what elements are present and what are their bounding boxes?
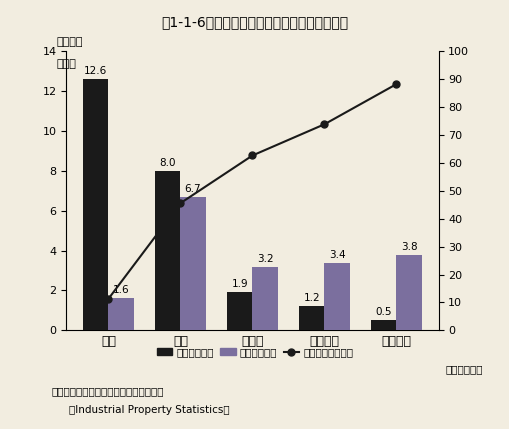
Bar [155,171,180,330]
Text: 8.0: 8.0 [159,158,176,168]
Text: （万）: （万） [56,59,76,69]
Text: 「Industrial Property Statistics」: 「Industrial Property Statistics」 [69,405,229,415]
Bar [108,299,133,330]
Bar [252,266,277,330]
Bar [395,255,421,330]
Text: 6.7: 6.7 [184,184,201,194]
Text: 3.8: 3.8 [400,242,416,252]
Text: 1.6: 1.6 [112,285,129,296]
Bar [299,306,324,330]
Bar [227,293,252,330]
Bar [180,197,205,330]
Text: 3.2: 3.2 [256,254,273,263]
Text: 資料：世界知的所有権機関（ＷＩＰＯ）: 資料：世界知的所有権機関（ＷＩＰＯ） [51,386,163,396]
Text: 1.9: 1.9 [231,280,248,290]
Text: 1.2: 1.2 [303,293,320,303]
Text: 第1-1-6図　主要国の特許登録件数の国別比較: 第1-1-6図 主要国の特許登録件数の国別比較 [161,15,348,29]
Text: 登録件数: 登録件数 [56,37,83,48]
Bar [83,79,108,330]
Bar [324,263,349,330]
Bar [371,320,395,330]
Text: （被登録国）: （被登録国） [445,364,483,374]
Legend: 自国人の登録, 外国人の登録, 外国人の登録割合: 自国人の登録, 外国人の登録, 外国人の登録割合 [152,343,357,362]
Text: 12.6: 12.6 [84,66,107,76]
Text: 3.4: 3.4 [328,250,345,260]
Text: 0.5: 0.5 [375,308,391,317]
